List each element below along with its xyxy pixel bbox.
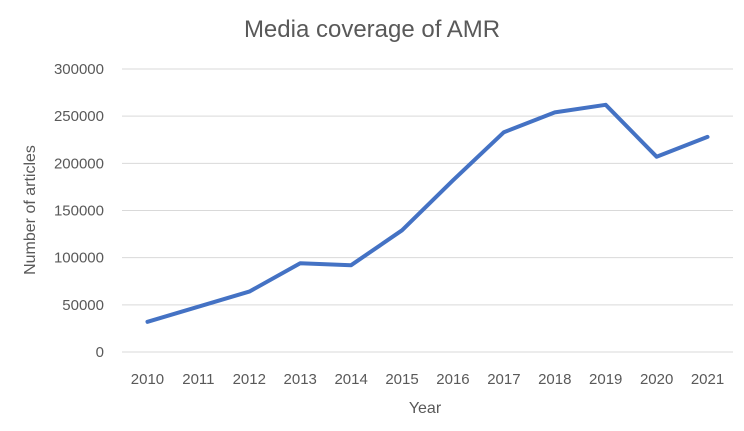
y-axis-ticks: 0 50000 100000 150000 200000 250000 300000 <box>54 61 104 361</box>
x-tick-label: 2017 <box>487 371 520 388</box>
x-tick-label: 2010 <box>131 371 164 388</box>
x-axis-ticks: 2010 2011 2012 2013 2014 2015 2016 2017 2018 2019… <box>131 371 724 388</box>
x-tick-label: 2015 <box>385 371 418 388</box>
x-axis-title: Year <box>409 400 442 417</box>
y-tick-label: 50000 <box>62 297 104 314</box>
y-axis-title: Number of articles <box>22 145 39 275</box>
y-tick-label: 300000 <box>54 61 104 78</box>
series-layer <box>145 102 710 324</box>
x-tick-label: 2014 <box>334 371 367 388</box>
chart-title: Media coverage of AMR <box>244 16 500 43</box>
x-tick-label: 2011 <box>182 371 214 388</box>
y-tick-label: 150000 <box>54 203 104 220</box>
gridlines <box>122 68 733 353</box>
x-tick-label: 2012 <box>233 371 266 388</box>
y-tick-label: 0 <box>96 344 104 361</box>
x-tick-label: 2018 <box>538 371 571 388</box>
x-tick-label: 2013 <box>284 371 317 388</box>
x-tick-label: 2016 <box>436 371 469 388</box>
x-tick-label: 2019 <box>589 371 622 388</box>
y-tick-label: 100000 <box>54 250 104 267</box>
y-tick-label: 200000 <box>54 155 104 172</box>
x-tick-label: 2020 <box>640 371 673 388</box>
x-tick-label: 2021 <box>691 371 724 388</box>
y-tick-label: 250000 <box>54 108 104 125</box>
series-line <box>145 102 710 324</box>
